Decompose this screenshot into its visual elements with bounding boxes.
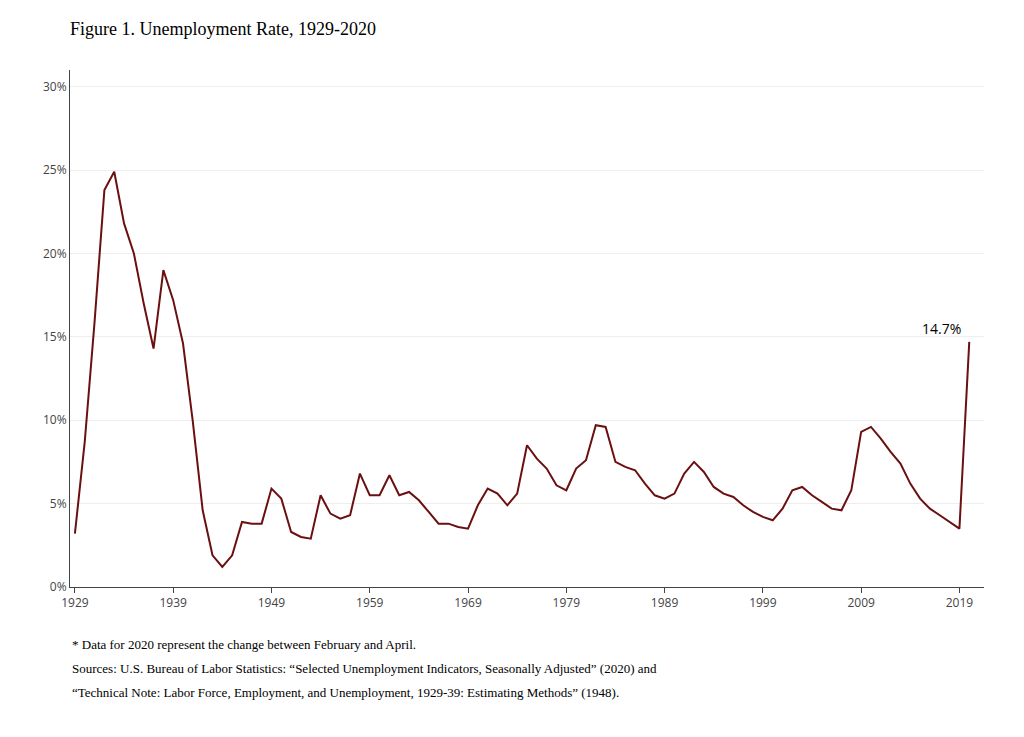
svg-text:“Technical Note: Labor Force,: “Technical Note: Labor Force, Employment… (72, 685, 619, 700)
svg-text:2019: 2019 (946, 594, 974, 611)
svg-text:15%: 15% (43, 328, 67, 345)
svg-text:0%: 0% (50, 578, 67, 595)
svg-text:* Data for 2020 represent the: * Data for 2020 represent the change bet… (72, 637, 416, 652)
svg-text:1989: 1989 (651, 594, 679, 611)
svg-text:1929: 1929 (61, 594, 89, 611)
svg-text:20%: 20% (43, 245, 67, 262)
svg-text:Sources: U.S. Bureau of Labor: Sources: U.S. Bureau of Labor Statistics… (72, 661, 657, 676)
svg-text:25%: 25% (43, 161, 67, 178)
svg-text:14.7%: 14.7% (922, 319, 961, 338)
svg-text:10%: 10% (43, 411, 67, 428)
svg-text:5%: 5% (50, 495, 67, 512)
svg-text:1949: 1949 (258, 594, 286, 611)
svg-text:1959: 1959 (356, 594, 384, 611)
svg-text:2009: 2009 (847, 594, 875, 611)
svg-text:30%: 30% (43, 78, 67, 95)
svg-text:1969: 1969 (454, 594, 482, 611)
svg-text:1979: 1979 (553, 594, 581, 611)
svg-text:1939: 1939 (159, 594, 187, 611)
svg-text:Figure 1. Unemployment Rate, 1: Figure 1. Unemployment Rate, 1929-2020 (70, 19, 376, 39)
svg-text:1999: 1999 (749, 594, 777, 611)
